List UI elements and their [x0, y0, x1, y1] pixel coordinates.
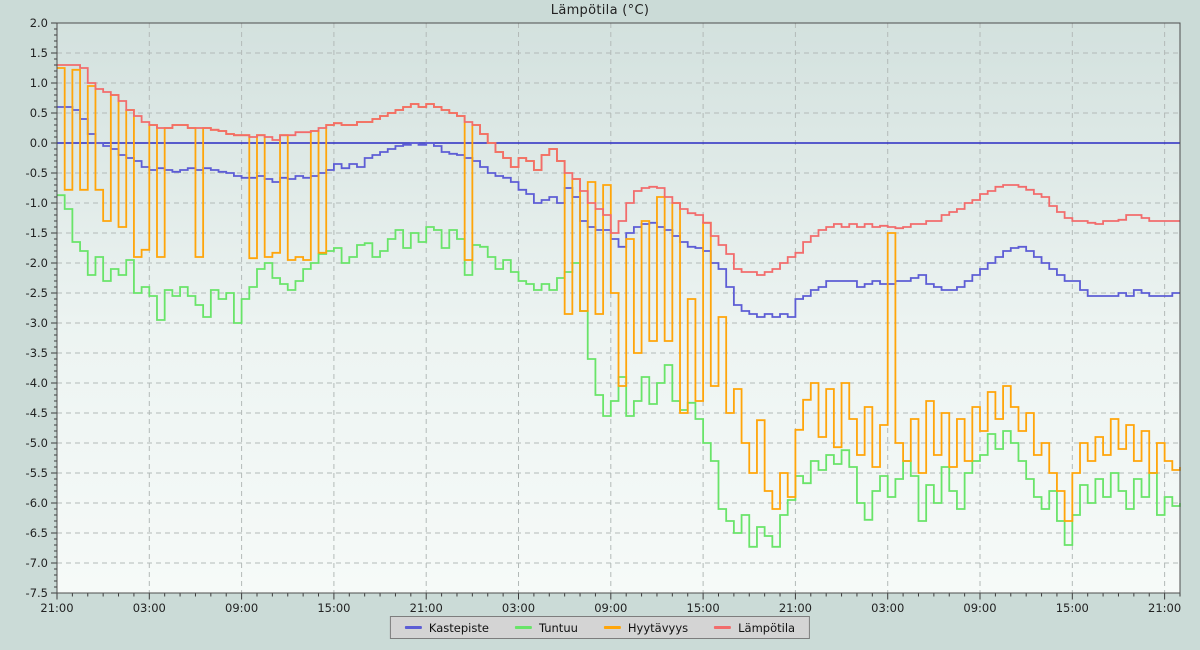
x-axis-label: 15:00: [317, 601, 350, 615]
x-axis-label: 09:00: [963, 601, 996, 615]
y-axis-label: 2.0: [30, 16, 48, 30]
legend-label-lampotila: Lämpötila: [738, 620, 796, 635]
x-axis-label: 09:00: [225, 601, 258, 615]
y-axis-label: -2.0: [26, 256, 48, 270]
legend-label-kastepiste: Kastepiste: [428, 620, 489, 635]
y-axis-label: 1.5: [30, 46, 48, 60]
lampotila-line-swatch-icon: [714, 626, 732, 629]
x-axis-label: 21:00: [1148, 601, 1181, 615]
chart-title: Lämpötila (°C): [550, 3, 650, 18]
y-axis-label: 1.0: [30, 76, 48, 90]
y-axis-label: -6.0: [26, 496, 48, 510]
series-line-hyytävyys: [57, 67, 1181, 522]
y-axis-label: -0.5: [26, 166, 48, 180]
legend-label-hyytavyys: Hyytävyys: [627, 620, 689, 635]
x-axis-label: 03:00: [133, 601, 166, 615]
y-axis-label: -3.0: [26, 316, 48, 330]
y-axis-label: 0.5: [30, 106, 48, 120]
x-axis-label: 21:00: [779, 601, 812, 615]
y-axis-label: -3.5: [26, 346, 48, 360]
y-axis-label: -6.5: [26, 526, 48, 540]
legend: Kastepiste Tuntuu Hyytävyys Lämpötila: [389, 616, 811, 639]
legend-item-kastepiste: Kastepiste: [404, 620, 489, 635]
plot-border: [56, 22, 1181, 594]
y-axis-label: -4.5: [26, 406, 48, 420]
y-axis-label: -5.5: [26, 466, 48, 480]
y-axis-label: -1.5: [26, 226, 48, 240]
x-axis-label: 15:00: [1056, 601, 1089, 615]
x-axis-label: 03:00: [871, 601, 904, 615]
legend-item-hyytavyys: Hyytävyys: [603, 620, 689, 635]
legend-item-tuntuu: Tuntuu: [514, 620, 578, 635]
hyytavyys-line-swatch-icon: [603, 626, 621, 629]
x-axis-label: 15:00: [687, 601, 720, 615]
series-line-lämpötila: [57, 64, 1180, 276]
y-axis-label: -7.0: [26, 556, 48, 570]
y-axis-label: -2.5: [26, 286, 48, 300]
legend-label-tuntuu: Tuntuu: [538, 620, 578, 635]
legend-item-lampotila: Lämpötila: [714, 621, 795, 635]
y-axis-label: 0.0: [30, 136, 48, 150]
x-axis-label: 21:00: [410, 601, 443, 615]
y-axis-label: -1.0: [26, 196, 48, 210]
x-axis-label: 21:00: [40, 601, 73, 615]
y-axis-label: -7.5: [26, 586, 48, 600]
x-axis-label: 03:00: [502, 601, 535, 615]
x-axis-label: 09:00: [594, 601, 627, 615]
y-axis-label: -5.0: [26, 436, 48, 450]
y-axis-label: -4.0: [26, 376, 48, 390]
tuntuu-line-swatch-icon: [514, 626, 532, 629]
kastepiste-line-swatch-icon: [404, 626, 422, 629]
